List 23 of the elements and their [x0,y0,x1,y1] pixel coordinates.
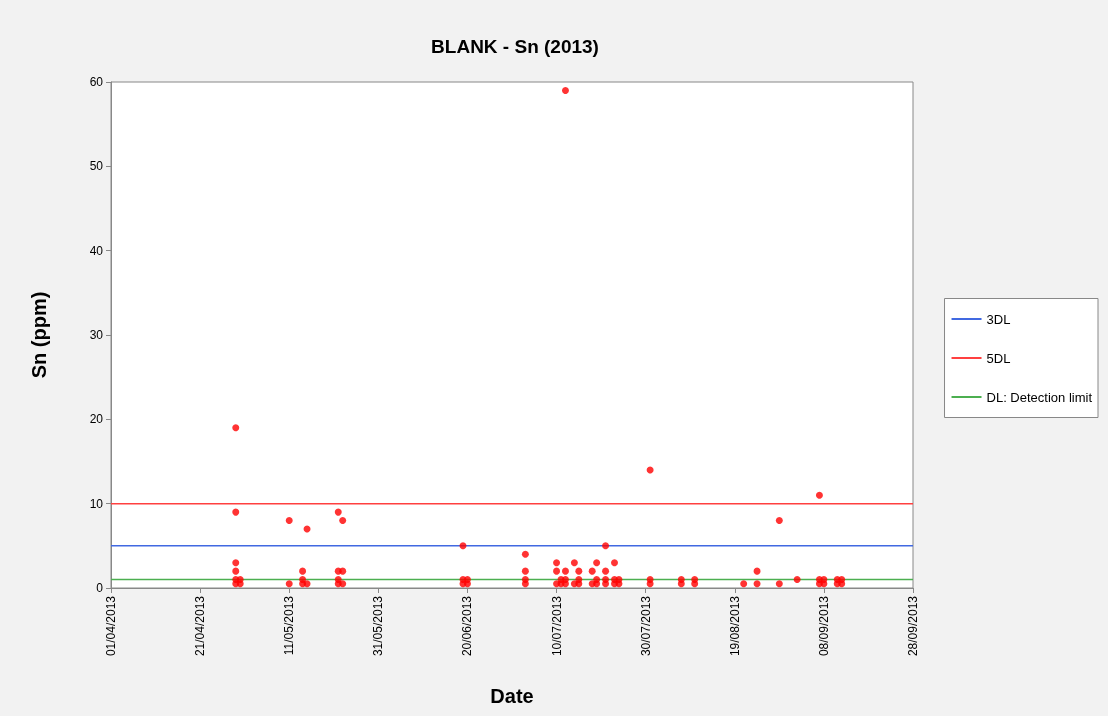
y-tick-label: 10 [89,496,104,511]
y-tick-label: 20 [89,412,104,427]
x-tick-label: 31/05/2013 [371,595,386,657]
legend-label: DL: Detection limit [986,389,1093,405]
x-tick-label: 20/06/2013 [460,595,475,657]
y-tick-label: 50 [89,159,104,174]
chart-title: BLANK - Sn (2013) [431,36,599,57]
y-tick-label: 30 [89,328,104,342]
x-tick-label: 30/07/2013 [638,595,653,657]
x-axis-title: Date [490,685,534,707]
y-axis-title: Sn (ppm) [28,291,50,379]
x-tick-label: 08/09/2013 [816,595,831,657]
x-tick-label: 19/08/2013 [727,595,742,657]
x-tick-label: 10/07/2013 [549,595,564,657]
x-tick-label: 01/04/2013 [104,595,118,657]
y-tick-label: 60 [89,75,104,89]
x-tick-label: 21/04/2013 [193,595,208,657]
x-tick-label: 11/05/2013 [282,595,297,656]
legend-label: 5DL [986,350,1011,366]
y-tick-label: 40 [89,243,104,258]
legend-label: 3DL [986,311,1011,327]
y-tick-label: 0 [96,581,104,595]
x-tick-label: 28/09/2013 [906,595,920,657]
